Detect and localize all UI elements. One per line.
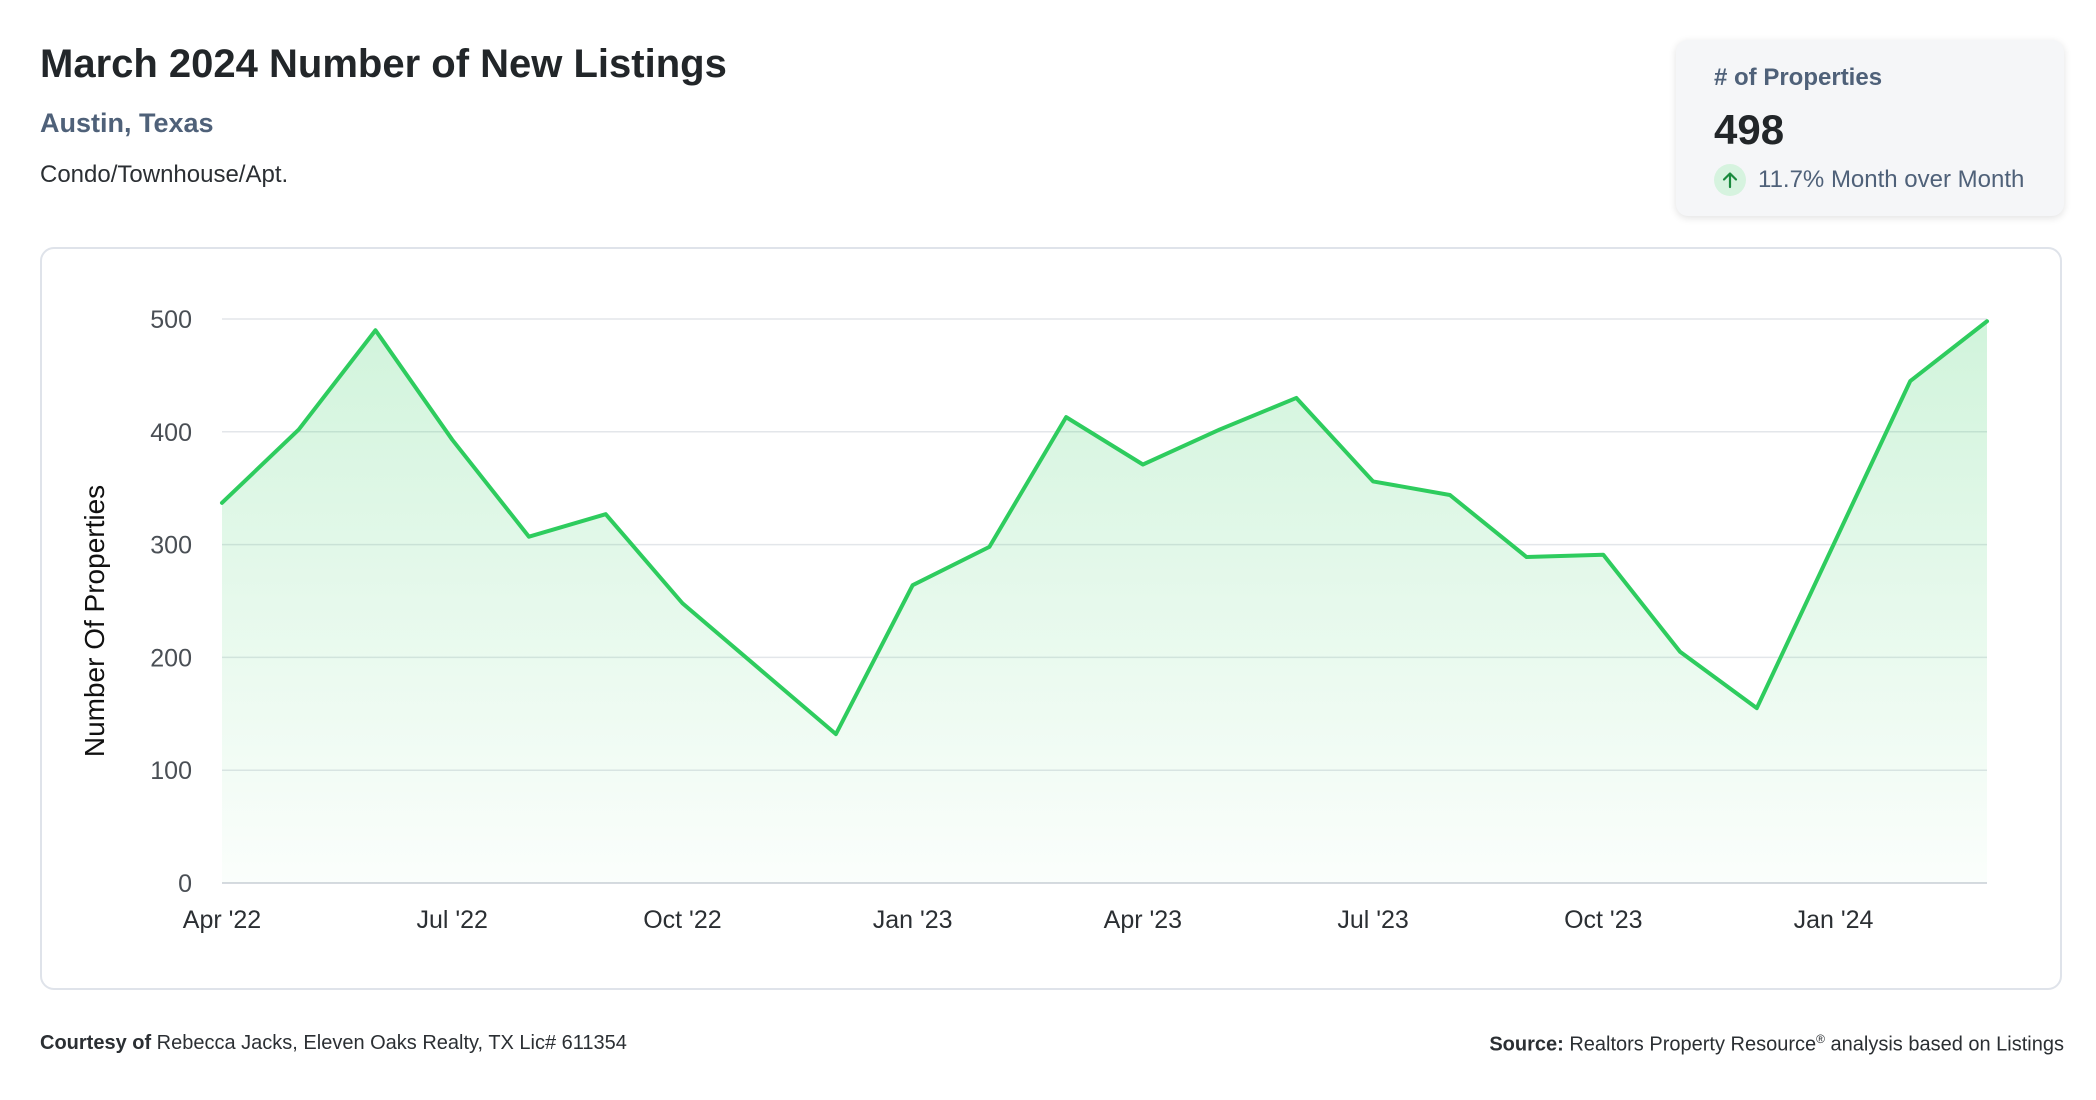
- report-header: March 2024 Number of New Listings Austin…: [40, 40, 727, 189]
- data-point[interactable]: [1831, 542, 1837, 548]
- data-point[interactable]: [833, 731, 839, 737]
- source-text: Realtors Property Resource: [1563, 1033, 1817, 1056]
- data-point[interactable]: [1984, 318, 1990, 324]
- y-tick-label: 300: [150, 532, 192, 560]
- kpi-label: # of Properties: [1714, 64, 1883, 91]
- y-tick-label: 500: [150, 306, 192, 334]
- data-point[interactable]: [1754, 705, 1760, 711]
- x-tick-label: Jul '23: [1337, 906, 1408, 934]
- data-point[interactable]: [1063, 414, 1069, 420]
- data-point[interactable]: [1447, 492, 1453, 498]
- data-point[interactable]: [679, 600, 685, 606]
- data-point[interactable]: [526, 534, 532, 540]
- property-type-label: Condo/Townhouse/Apt.: [40, 161, 289, 188]
- line-chart: 0 100 200 300 400 500 Apr '22 Jul '22 Oct '22 Ja…: [79, 306, 1990, 934]
- x-tick-label: Jan '24: [1794, 906, 1874, 934]
- location-label: Austin, Texas: [40, 108, 214, 138]
- chart-panel: 0 100 200 300 400 500 Apr '22 Jul '22 Oct '22 Ja…: [40, 247, 2062, 990]
- data-point[interactable]: [1600, 552, 1606, 558]
- data-point[interactable]: [986, 544, 992, 550]
- x-tick-label: Apr '23: [1104, 906, 1182, 934]
- x-tick-label: Oct '23: [1564, 906, 1642, 934]
- courtesy-footer: Courtesy of Rebecca Jacks, Eleven Oaks R…: [40, 1032, 627, 1055]
- page-title: March 2024 Number of New Listings: [40, 42, 727, 86]
- y-tick-label: 200: [150, 644, 192, 672]
- data-point[interactable]: [1217, 427, 1223, 433]
- source-label: Source:: [1489, 1033, 1564, 1056]
- data-point[interactable]: [372, 327, 378, 333]
- y-tick-label: 400: [150, 419, 192, 447]
- x-tick-label: Jan '23: [873, 906, 953, 934]
- registered-mark: ®: [1816, 1032, 1825, 1046]
- x-tick-label: Oct '22: [643, 906, 721, 934]
- y-tick-label: 0: [178, 870, 192, 898]
- data-point[interactable]: [296, 427, 302, 433]
- data-point[interactable]: [910, 582, 916, 588]
- data-point[interactable]: [1140, 462, 1146, 468]
- data-point[interactable]: [1907, 378, 1913, 384]
- kpi-change-text: 11.7% Month over Month: [1758, 166, 2025, 193]
- arrow-up-icon: [1714, 164, 1746, 196]
- source-suffix: analysis based on Listings: [1824, 1033, 2065, 1056]
- kpi-value: 498: [1714, 106, 1785, 153]
- x-tick-label: Apr '22: [183, 906, 261, 934]
- kpi-change: 11.7% Month over Month: [1714, 164, 2064, 196]
- courtesy-label: Courtesy of: [40, 1032, 152, 1054]
- y-tick-label: 100: [150, 757, 192, 785]
- data-point[interactable]: [1677, 649, 1683, 655]
- y-axis-title: Number Of Properties: [79, 485, 110, 757]
- area-fill: [222, 321, 1987, 883]
- data-point[interactable]: [756, 666, 762, 672]
- data-point[interactable]: [603, 511, 609, 517]
- series-line: [220, 319, 1989, 737]
- kpi-card: # of Properties 498 11.7% Month over Mon…: [1676, 40, 2064, 216]
- data-point[interactable]: [1524, 554, 1530, 560]
- x-tick-label: Jul '22: [416, 906, 487, 934]
- data-point[interactable]: [449, 437, 455, 443]
- data-point[interactable]: [1293, 395, 1299, 401]
- courtesy-text: Rebecca Jacks, Eleven Oaks Realty, TX Li…: [151, 1032, 627, 1054]
- data-point[interactable]: [1370, 478, 1376, 484]
- source-footer: Source: Realtors Property Resource® anal…: [1489, 1032, 2064, 1057]
- data-point[interactable]: [219, 500, 225, 506]
